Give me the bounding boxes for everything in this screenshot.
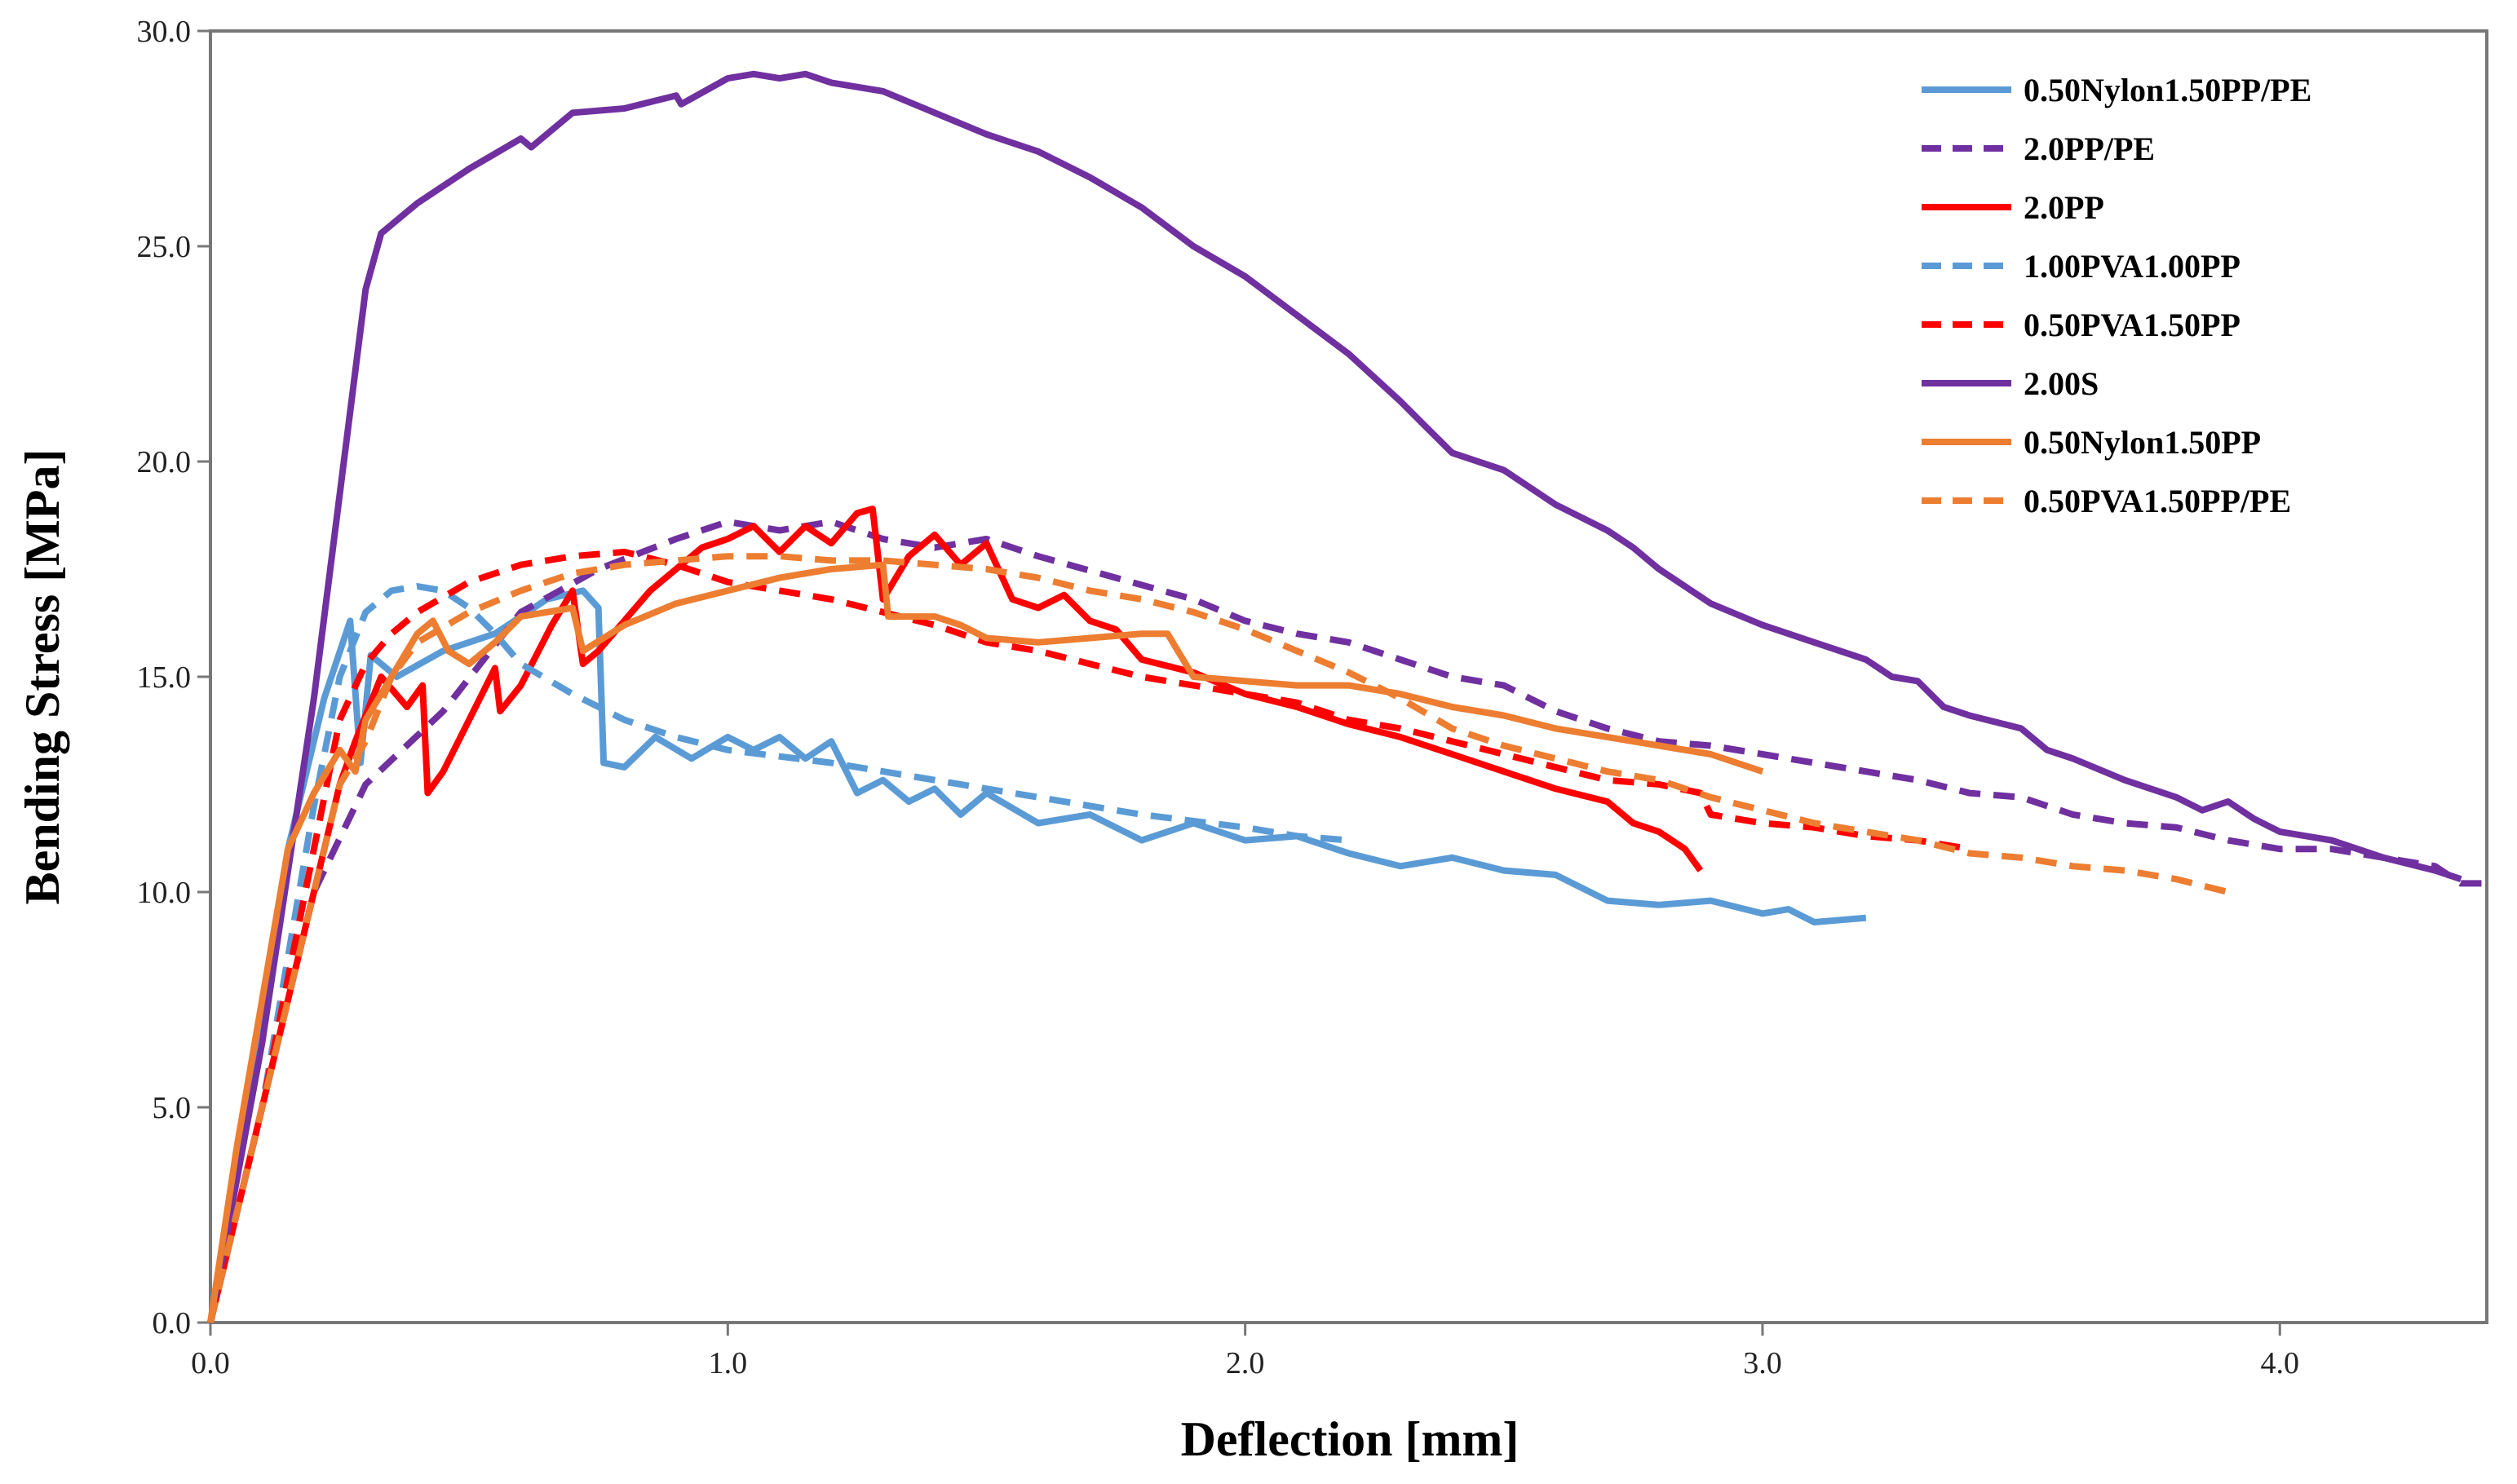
series-line-2: [207, 506, 1704, 1323]
series-line-3: [207, 583, 1349, 1323]
legend-label: 0.50PVA1.50PP/PE: [2024, 483, 2291, 519]
legend: 0.50Nylon1.50PP/PE 2.0PP/PE 2.0PP 1.00PVA1.…: [1922, 72, 2311, 519]
series-line-4: [207, 548, 1971, 1323]
x-tick-label: 0.0: [191, 1346, 230, 1380]
series-line-5: [207, 70, 2462, 1323]
x-tick-label: 4.0: [2261, 1346, 2300, 1380]
legend-label: 0.50Nylon1.50PP: [2024, 424, 2261, 461]
y-tick-label: 20.0: [137, 445, 192, 479]
y-tick-label: 10.0: [137, 876, 192, 910]
x-tick-label: 3.0: [1743, 1346, 1782, 1380]
legend-label: 2.00S: [2024, 365, 2099, 402]
y-tick-label: 5.0: [153, 1091, 192, 1125]
legend-label: 0.50Nylon1.50PP/PE: [2024, 72, 2311, 108]
x-tick-label: 2.0: [1226, 1346, 1265, 1380]
series-line-0: [207, 587, 1867, 1323]
legend-label: 0.50PVA1.50PP: [2024, 307, 2241, 343]
y-axis: 0.0 5.0 10.0 15.0 20.0 25.0 30.0: [137, 15, 210, 1340]
legend-label: 2.0PP/PE: [2024, 130, 2155, 167]
x-axis-title: Deflection [mm]: [1181, 1412, 1519, 1466]
y-tick-label: 15.0: [137, 660, 192, 695]
y-tick-label: 0.0: [153, 1306, 192, 1340]
series-line-7: [207, 553, 2229, 1323]
x-axis: 0.0 1.0 2.0 3.0 4.0: [191, 1323, 2299, 1380]
plot-area: [209, 29, 2488, 1324]
y-tick-label: 30.0: [137, 15, 192, 49]
x-tick-label: 1.0: [709, 1346, 748, 1380]
series-line-1: [207, 518, 2487, 1323]
legend-label: 1.00PVA1.00PP: [2024, 248, 2241, 285]
y-tick-label: 25.0: [137, 230, 192, 264]
series-lines: [207, 70, 2487, 1323]
y-axis-title: Bending Stress [MPa]: [15, 449, 69, 905]
legend-label: 2.0PP: [2024, 189, 2104, 226]
